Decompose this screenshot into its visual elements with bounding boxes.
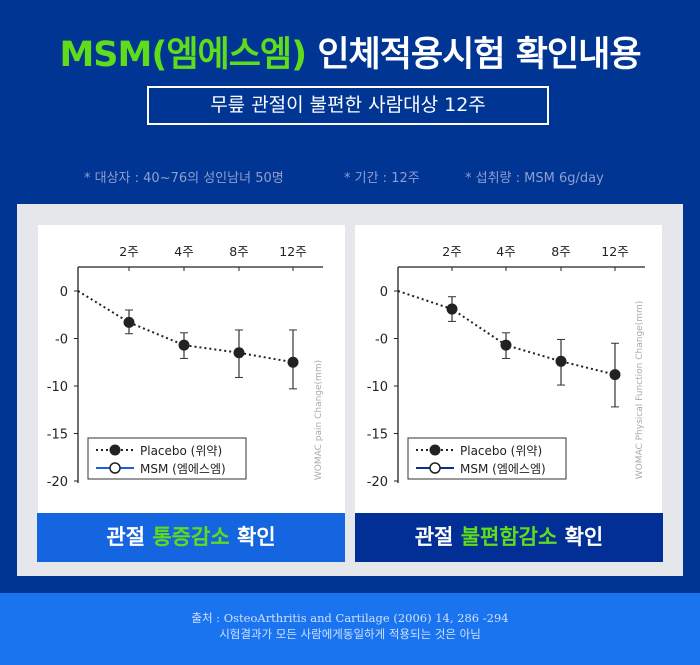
y-tick-label: -10 <box>47 380 68 395</box>
y-axis-label: WOMAC pain Change(mm) <box>314 360 324 480</box>
caption-pain: 관절 통증감소 확인 <box>37 513 345 562</box>
x-tick-label: 2주 <box>119 244 138 259</box>
y-tick-label: -0 <box>375 333 388 348</box>
pain-chart-panel: 0 -0 -10 -15 -20 2주 4주 8주 12주 Placebo (위약) MSM (엠에… <box>38 225 345 513</box>
x-tick-label: 4주 <box>496 244 515 259</box>
note-subjects: * 대상자 : 40~76의 성인남녀 50명 <box>84 171 284 186</box>
placebo-point <box>287 356 299 368</box>
footer: 출처 : OsteoArthritis and Cartilage (2006)… <box>0 593 700 665</box>
x-tick-label: 8주 <box>551 244 570 259</box>
x-tick-label: 12주 <box>279 244 306 259</box>
placebo-point <box>123 316 135 328</box>
page-title: MSM(엠에스엠) 인체적용시험 확인내용 <box>59 35 641 75</box>
legend-msm-label: MSM (엠에스엠) <box>140 462 226 476</box>
legend-placebo-marker <box>109 444 121 456</box>
placebo-point <box>500 339 512 351</box>
placebo-point <box>178 339 190 351</box>
x-tick-label: 8주 <box>229 244 248 259</box>
y-tick-label: 0 <box>60 285 68 300</box>
y-tick-label: -10 <box>367 380 388 395</box>
placebo-point <box>609 369 621 381</box>
legend-msm-marker <box>109 462 121 474</box>
legend-placebo-label: Placebo (위약) <box>460 443 542 458</box>
legend-msm-marker <box>429 462 441 474</box>
placebo-point <box>233 347 245 359</box>
source-text: 출처 : OsteoArthritis and Cartilage (2006)… <box>191 611 509 625</box>
placebo-line <box>77 290 294 364</box>
y-tick-label: -0 <box>55 333 68 348</box>
x-tick-label: 4주 <box>174 244 193 259</box>
y-tick-label: 0 <box>380 285 388 300</box>
function-chart-panel: 0 -0 -10 -15 -20 2주 4주 8주 12주 Placebo (위약) MSM (엠에… <box>355 225 662 513</box>
legend-placebo-marker <box>429 444 441 456</box>
y-tick-label: -20 <box>47 475 68 490</box>
y-axis-label: WOMAC Physical Function Change(mm) <box>635 301 645 480</box>
study-subject-box: 무릎 관절이 불편한 사람대상 12주 <box>147 86 549 125</box>
x-tick-label: 2주 <box>442 244 461 259</box>
caption-function: 관절 불편함감소 확인 <box>355 513 663 562</box>
legend-msm-label: MSM (엠에스엠) <box>460 462 546 476</box>
disclaimer-text: 시험결과가 모든 사람에게동일하게 적용되는 것은 아님 <box>219 627 481 641</box>
y-tick-label: -15 <box>47 428 68 443</box>
legend-placebo-label: Placebo (위약) <box>140 443 222 458</box>
function-chart: 0 -0 -10 -15 -20 2주 4주 8주 12주 Placebo (위약) MSM (엠에… <box>367 244 645 490</box>
note-dose: * 섭취량 : MSM 6g/day <box>465 171 604 186</box>
y-tick-label: -15 <box>367 428 388 443</box>
x-tick-label: 12주 <box>601 244 628 259</box>
y-tick-label: -20 <box>367 475 388 490</box>
pain-chart: 0 -0 -10 -15 -20 2주 4주 8주 12주 Placebo (위약) MSM (엠에… <box>47 244 324 490</box>
placebo-point <box>446 303 458 315</box>
note-period: * 기간 : 12주 <box>344 171 420 186</box>
placebo-point <box>555 355 567 367</box>
